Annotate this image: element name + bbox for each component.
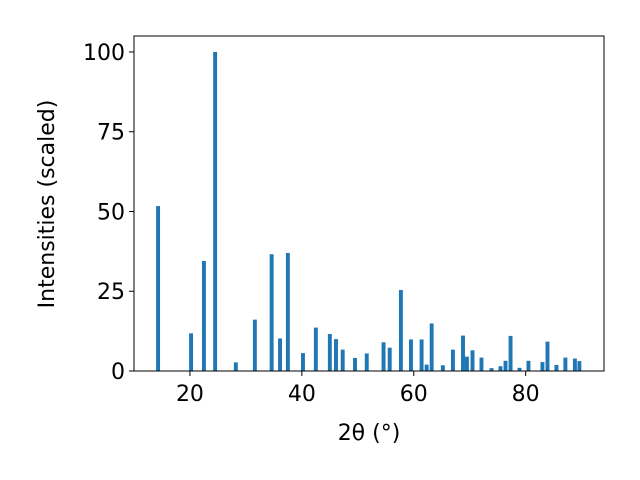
y-tick-label: 75 <box>97 121 125 146</box>
bar <box>508 335 513 371</box>
bar <box>353 357 357 371</box>
bar <box>233 362 238 371</box>
bar <box>327 333 332 371</box>
bar <box>470 350 475 371</box>
bar <box>340 349 345 371</box>
y-tick-label: 100 <box>83 41 125 66</box>
bar <box>450 349 455 371</box>
bar <box>252 319 257 371</box>
bar <box>381 342 386 371</box>
y-tick-label: 50 <box>97 200 125 225</box>
plot-frame <box>133 35 605 372</box>
x-tick-label: 60 <box>400 382 428 407</box>
bar <box>313 327 318 371</box>
bar <box>364 353 369 371</box>
x-axis-label: 2θ (°) <box>338 421 401 446</box>
x-tick-label: 80 <box>512 382 540 407</box>
bar <box>156 206 161 371</box>
bar <box>572 358 577 371</box>
bar <box>334 339 338 371</box>
y-tick-label: 0 <box>111 360 125 385</box>
bar <box>440 365 445 371</box>
bar <box>545 341 550 371</box>
bar <box>489 368 494 371</box>
bar <box>269 254 274 371</box>
y-axis-label: Intensities (scaled) <box>35 100 60 309</box>
bar <box>540 362 545 371</box>
x-tick-label: 20 <box>176 382 204 407</box>
x-tick-label: 40 <box>288 382 316 407</box>
bar <box>285 252 290 371</box>
bar <box>498 366 503 371</box>
bar <box>201 260 206 371</box>
bar <box>189 333 194 371</box>
bar <box>429 323 434 371</box>
bar <box>517 367 522 371</box>
bar <box>461 335 465 371</box>
y-tick-label: 25 <box>97 280 125 305</box>
bar <box>409 339 413 371</box>
bar <box>503 360 508 371</box>
bar <box>554 364 559 371</box>
bar <box>526 360 531 371</box>
bar <box>424 364 429 371</box>
bar <box>563 357 568 371</box>
bar <box>213 51 218 371</box>
bar <box>387 347 392 371</box>
bar <box>278 338 282 371</box>
bar <box>479 357 484 371</box>
bar <box>398 289 403 371</box>
bar <box>464 356 469 371</box>
bar <box>419 339 424 371</box>
bar <box>301 353 305 371</box>
bar <box>577 361 582 371</box>
